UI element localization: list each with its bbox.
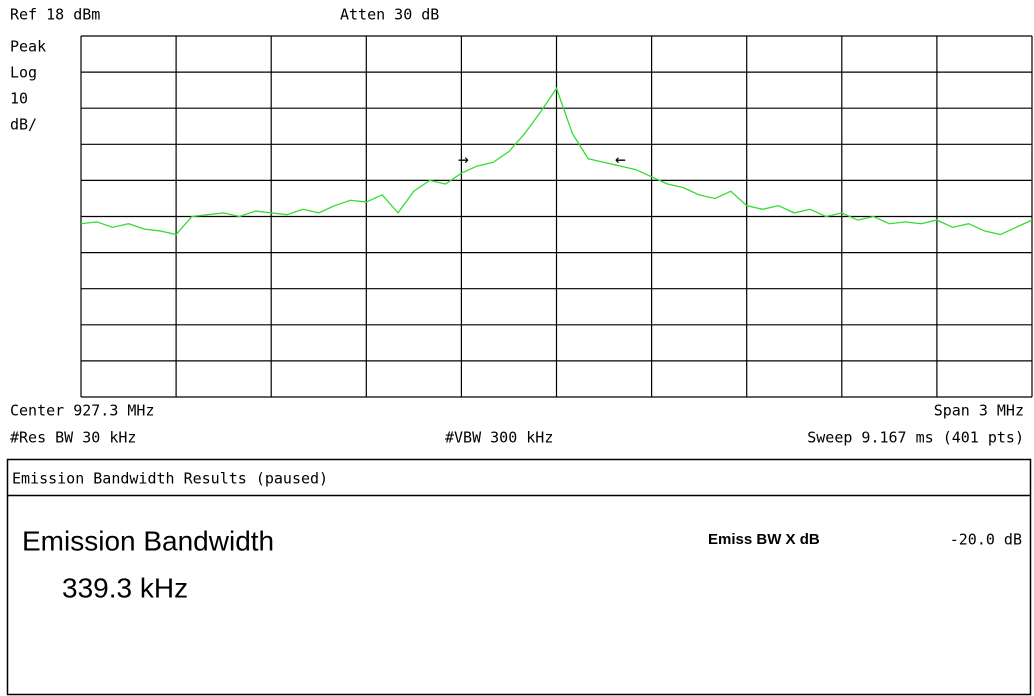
trace	[80, 86, 1033, 236]
left-bw-marker: →	[458, 149, 469, 170]
plot-area	[80, 35, 1033, 398]
measurement-value: 339.3 kHz	[62, 572, 188, 603]
param-value: -20.0 dB	[950, 531, 1022, 549]
measurement-name: Emission Bandwidth	[22, 525, 274, 556]
vbw: #VBW 300 kHz	[445, 429, 553, 447]
detector: Peak	[10, 38, 46, 56]
scale-value: 10	[10, 90, 28, 108]
attenuation: Atten 30 dB	[340, 6, 439, 24]
center-freq: Center 927.3 MHz	[10, 402, 155, 420]
results-panel	[6, 458, 1032, 696]
right-bw-marker: ←	[615, 149, 626, 170]
scale-unit: dB/	[10, 116, 37, 134]
results-title: Emission Bandwidth Results (paused)	[12, 470, 328, 488]
ref-level: Ref 18 dBm	[10, 6, 100, 24]
param-label: Emiss BW X dB	[708, 531, 820, 548]
rbw: #Res BW 30 kHz	[10, 429, 136, 447]
scale-type: Log	[10, 64, 37, 82]
sweep: Sweep 9.167 ms (401 pts)	[807, 429, 1024, 447]
span: Span 3 MHz	[934, 402, 1024, 420]
